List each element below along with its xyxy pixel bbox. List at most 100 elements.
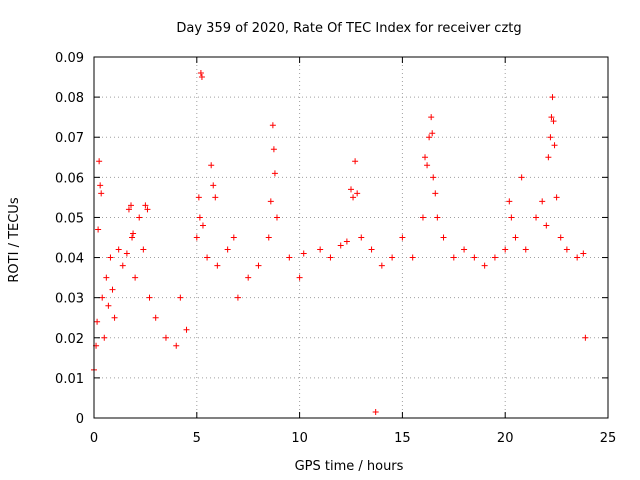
data-point bbox=[450, 254, 457, 261]
axis-ticks bbox=[93, 56, 609, 419]
plot-frame bbox=[93, 56, 609, 419]
data-point bbox=[512, 234, 519, 241]
data-point bbox=[372, 408, 379, 415]
y-tick-label: 0.03 bbox=[55, 292, 84, 307]
data-point bbox=[429, 130, 436, 137]
y-tick-label: 0.06 bbox=[55, 171, 84, 186]
data-point bbox=[352, 158, 359, 165]
data-point bbox=[563, 246, 570, 253]
data-point bbox=[461, 246, 468, 253]
data-point bbox=[317, 246, 324, 253]
x-tick-label: 25 bbox=[600, 431, 617, 446]
data-point bbox=[518, 174, 525, 181]
data-point bbox=[193, 234, 200, 241]
data-point bbox=[428, 114, 435, 121]
data-point bbox=[144, 206, 151, 213]
y-tick-label: 0.09 bbox=[55, 51, 84, 66]
data-point bbox=[327, 254, 334, 261]
y-tick-label: 0.02 bbox=[55, 332, 84, 347]
data-point bbox=[255, 262, 262, 269]
data-point bbox=[426, 134, 433, 141]
data-point bbox=[574, 254, 581, 261]
data-point bbox=[502, 246, 509, 253]
grid-lines bbox=[94, 57, 608, 418]
data-point bbox=[123, 250, 130, 257]
x-tick-label: 0 bbox=[90, 431, 98, 446]
data-point bbox=[430, 174, 437, 181]
data-point bbox=[107, 254, 114, 261]
data-point bbox=[491, 254, 498, 261]
data-point bbox=[422, 154, 429, 161]
data-point bbox=[409, 254, 416, 261]
data-point bbox=[300, 250, 307, 257]
data-point bbox=[348, 186, 354, 193]
y-tick-label: 0 bbox=[76, 412, 84, 427]
x-tick-label: 15 bbox=[394, 431, 411, 446]
data-point bbox=[269, 122, 276, 129]
data-point bbox=[582, 334, 589, 341]
data-point bbox=[132, 274, 139, 281]
y-tick-label: 0.05 bbox=[55, 211, 84, 226]
data-point bbox=[109, 286, 116, 293]
x-tick-label: 10 bbox=[291, 431, 308, 446]
data-point bbox=[103, 274, 110, 281]
data-point bbox=[101, 334, 108, 341]
data-point bbox=[354, 190, 361, 197]
data-point bbox=[146, 294, 153, 301]
data-point bbox=[95, 226, 102, 233]
data-point bbox=[152, 314, 159, 321]
data-point bbox=[199, 222, 206, 229]
data-point bbox=[125, 206, 132, 213]
data-point bbox=[140, 246, 147, 253]
x-tick-label: 20 bbox=[497, 431, 514, 446]
data-point bbox=[273, 214, 280, 221]
x-tick-label: 5 bbox=[193, 431, 201, 446]
data-point bbox=[548, 114, 555, 121]
data-point bbox=[543, 222, 550, 229]
data-point bbox=[183, 326, 190, 333]
data-point bbox=[296, 274, 303, 281]
data-point bbox=[506, 198, 513, 205]
data-point bbox=[549, 94, 556, 101]
data-point bbox=[214, 262, 221, 269]
data-point bbox=[195, 194, 202, 201]
y-tick-labels: 0 0.01 0.02 0.03 0.04 0.05 0.06 0.07 0.08 0.09 bbox=[55, 51, 84, 427]
data-point bbox=[539, 198, 546, 205]
chart-title: Day 359 of 2020, Rate Of TEC Index for r… bbox=[176, 21, 521, 36]
data-point bbox=[204, 254, 211, 261]
data-point bbox=[434, 214, 441, 221]
y-axis-label: ROTI / TECUs bbox=[7, 197, 22, 282]
data-point bbox=[111, 314, 118, 321]
data-point bbox=[245, 274, 252, 281]
y-tick-label: 0.04 bbox=[55, 252, 84, 267]
data-point bbox=[212, 194, 219, 201]
y-tick-label: 0.01 bbox=[55, 372, 84, 387]
data-point bbox=[115, 246, 122, 253]
data-point bbox=[142, 202, 149, 209]
data-point bbox=[210, 182, 217, 189]
data-point bbox=[547, 134, 554, 141]
data-point bbox=[96, 158, 103, 165]
data-point bbox=[130, 230, 137, 237]
data-point bbox=[270, 146, 277, 153]
data-point bbox=[208, 162, 215, 169]
data-point bbox=[267, 198, 274, 205]
data-point bbox=[230, 234, 237, 241]
data-point bbox=[224, 246, 231, 253]
data-point bbox=[337, 242, 344, 249]
x-axis-label: GPS time / hours bbox=[295, 459, 404, 474]
y-tick-label: 0.07 bbox=[55, 131, 84, 146]
data-point bbox=[136, 214, 143, 221]
data-point bbox=[98, 190, 105, 197]
data-point bbox=[481, 262, 488, 269]
data-point bbox=[522, 246, 529, 253]
data-point bbox=[286, 254, 293, 261]
data-point bbox=[378, 262, 385, 269]
data-point bbox=[343, 238, 350, 245]
data-point bbox=[271, 170, 278, 177]
data-point bbox=[471, 254, 478, 261]
data-point bbox=[119, 262, 126, 269]
data-points bbox=[91, 70, 589, 415]
data-point bbox=[440, 234, 447, 241]
